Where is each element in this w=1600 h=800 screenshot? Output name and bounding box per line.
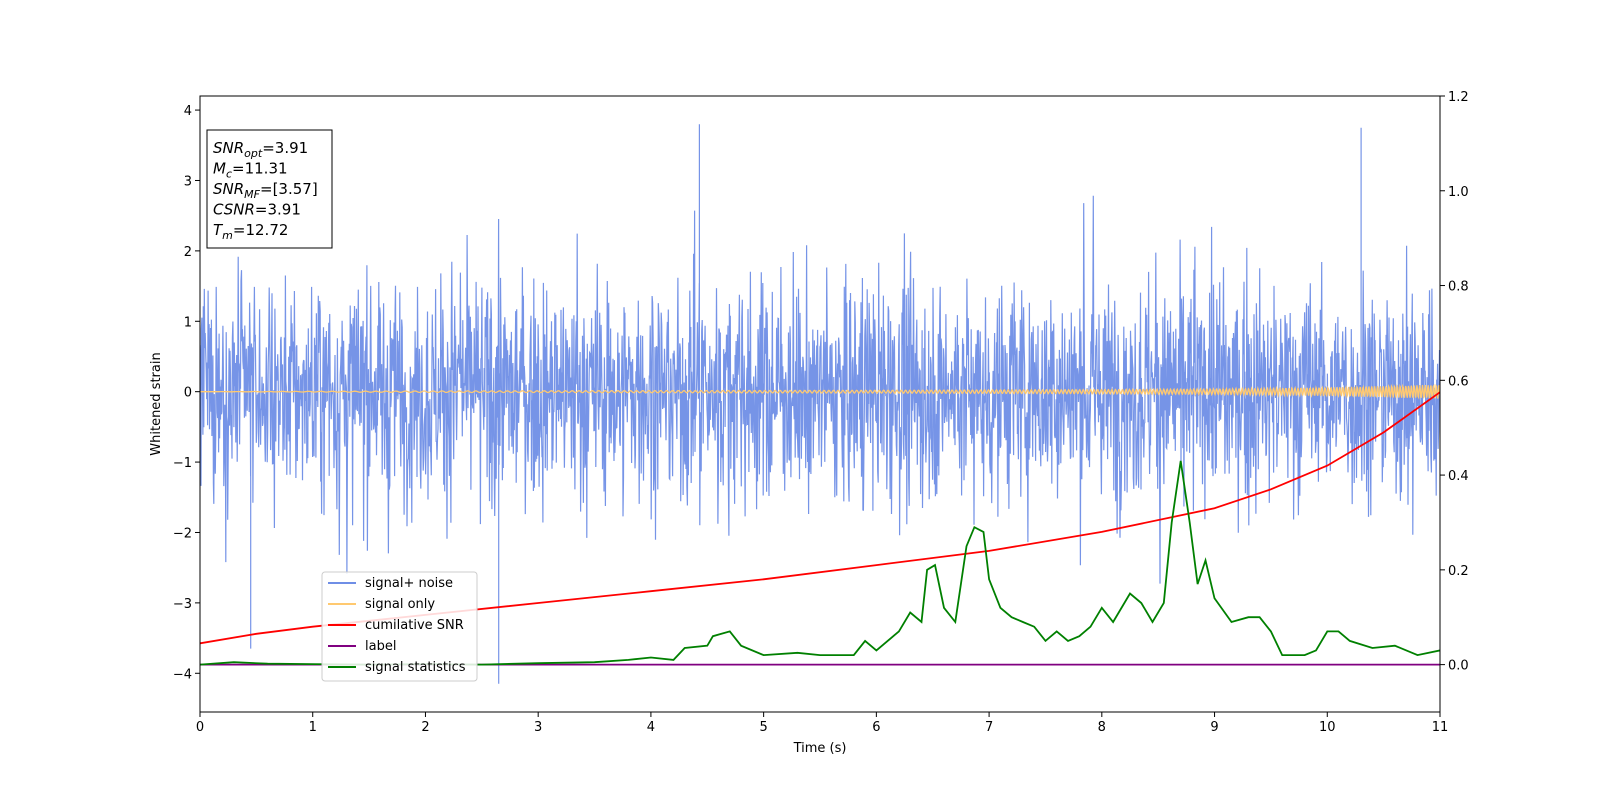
x-tick-label: 1 (309, 720, 317, 735)
y-tick-label: −3 (173, 597, 192, 612)
plot-frame (199, 95, 1441, 713)
legend-entry-label: signal only (365, 597, 435, 612)
x-tick-label: 5 (759, 720, 767, 735)
legend-entry-label: label (365, 639, 396, 654)
x-tick-label: 9 (1210, 720, 1218, 735)
y-tick-label: 2 (184, 245, 192, 260)
stats-annotation-line: CSNR=3.91 (213, 201, 301, 219)
legend: signal+ noise signal only cumilative SNR la… (321, 571, 478, 682)
y-tick-label: −1 (173, 456, 192, 471)
x-tick-label: 2 (421, 720, 429, 735)
stats-annotation-line: Tm=12.72 (213, 221, 288, 242)
series-signal-noise-line (200, 124, 1440, 684)
x-tick-label: 10 (1319, 720, 1336, 735)
y2-tick-label: 0.0 (1448, 659, 1469, 674)
stats-annotation-box: SNRopt=3.91Mc=11.31SNRMF=[3.57]CSNR=3.91… (206, 129, 333, 249)
y-tick-label: −2 (173, 526, 192, 541)
y2-tick-label: 0.6 (1448, 374, 1469, 389)
y-axis-right: 0.0 0.2 0.4 0.6 0.8 1.0 1.2 (1440, 90, 1469, 674)
legend-entry-label: signal statistics (365, 660, 466, 675)
legend-entry-label: signal+ noise (365, 576, 453, 591)
x-axis: 0 1 2 3 4 5 6 7 8 9 10 11 (196, 712, 1448, 735)
y2-tick-label: 1.2 (1448, 90, 1469, 105)
y-tick-label: −4 (173, 667, 192, 682)
x-tick-label: 4 (647, 720, 655, 735)
signal-noise-layer (200, 124, 1440, 684)
legend-entry-label: cumilative SNR (365, 618, 464, 633)
y2-tick-label: 1.0 (1448, 185, 1469, 200)
legend-frame (321, 571, 478, 682)
y-axis-left: −4 −3 −2 −1 0 1 2 3 4 (173, 104, 200, 682)
x-tick-label: 7 (985, 720, 993, 735)
x-tick-label: 8 (1098, 720, 1106, 735)
y2-tick-label: 0.2 (1448, 564, 1469, 579)
stats-annotation-line: SNRopt=3.91 (213, 139, 308, 160)
x-tick-label: 0 (196, 720, 204, 735)
y-tick-label: 4 (184, 104, 192, 119)
x-tick-label: 11 (1432, 720, 1449, 735)
y-tick-label: 3 (184, 174, 192, 189)
y-axis-label: Whitened strain (149, 352, 164, 455)
x-axis-label: Time (s) (793, 741, 847, 756)
series-signal-only-line (200, 383, 1440, 400)
y-tick-label: 1 (184, 315, 192, 330)
stats-annotation-line: Mc=11.31 (213, 160, 288, 181)
x-tick-label: 3 (534, 720, 542, 735)
y2-tick-label: 0.8 (1448, 280, 1469, 295)
stats-box-frame (206, 129, 333, 249)
stats-annotation-line: SNRMF=[3.57] (213, 180, 318, 201)
x-tick-label: 6 (872, 720, 880, 735)
y2-tick-label: 0.4 (1448, 469, 1469, 484)
series-signal-statistics-line (200, 460, 1440, 666)
y-tick-label: 0 (184, 386, 192, 401)
